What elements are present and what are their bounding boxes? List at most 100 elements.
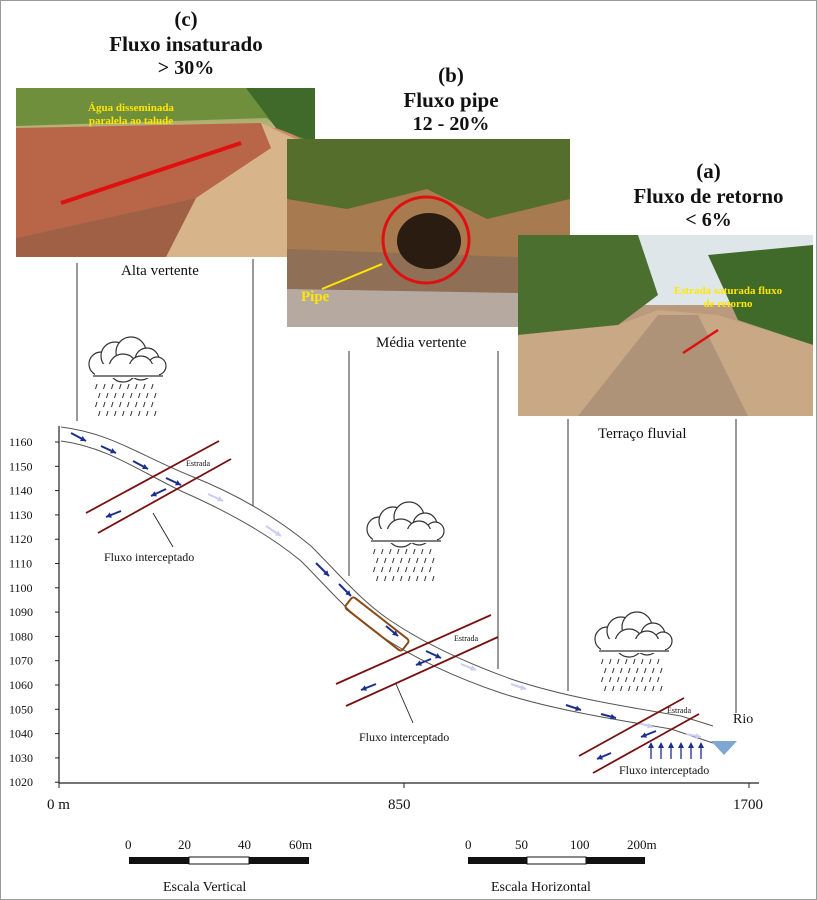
y-tick-label: 1100 (9, 581, 33, 595)
intercept-label: Fluxo interceptado (619, 763, 709, 777)
flow-arrow (565, 704, 582, 712)
horizontal-scale-label: Escala Horizontal (491, 880, 591, 895)
river-marker (711, 741, 737, 755)
scale-segment (249, 857, 309, 864)
scale-tick-label: 0 (125, 837, 132, 852)
y-tick-label: 1050 (9, 702, 33, 716)
scale-tick-label: 50 (515, 837, 528, 852)
scale-segment (188, 856, 250, 865)
y-tick-label: 1160 (9, 435, 33, 449)
photo-region (16, 88, 315, 148)
photo-unsaturated-flow: Água disseminada paralela ao talude (16, 88, 315, 257)
scale-segment (468, 857, 527, 864)
y-tick-label: 1090 (9, 605, 33, 619)
road-cut-middle: Estrada (335, 614, 499, 707)
flow-arrow (165, 477, 182, 486)
flow-arrow (637, 722, 654, 729)
intercept-pointer (395, 683, 414, 724)
annotation-arrow (682, 328, 719, 355)
rain-cloud-icon (594, 611, 673, 692)
road-cut-photo-illustration (16, 88, 315, 257)
photo-region (578, 315, 748, 416)
flow-arrow (510, 683, 527, 691)
road-label: Estrada (454, 634, 478, 643)
zone-c-tag: (c) (174, 7, 198, 31)
scale-tick-label: 200m (627, 837, 657, 852)
flow-arrow (596, 752, 612, 760)
annotation-circle (381, 195, 471, 285)
zone-c-title: Fluxo insaturado (109, 32, 263, 56)
upward-flow-arrow (698, 742, 704, 759)
river-label: Rio (733, 712, 753, 727)
scale-tick-label: 40 (238, 837, 251, 852)
scale-tick-label: 0 (465, 837, 472, 852)
upward-flow-arrow (688, 742, 694, 759)
zone-a-percent: < 6% (685, 209, 732, 231)
location-label-middle: Média vertente (376, 335, 467, 351)
y-tick-label: 1020 (9, 775, 33, 789)
zone-b-percent: 12 - 20% (412, 113, 490, 135)
flow-arrow (640, 730, 657, 738)
zone-b-header: (b) Fluxo pipe 12 - 20% (341, 63, 561, 136)
location-label-lower: Terraço fluvial (598, 426, 687, 442)
pipe-caption: Pipe (301, 289, 330, 305)
intercept-label: Fluxo interceptado (104, 550, 194, 564)
location-label-upper: Alta vertente (121, 263, 199, 279)
zone-b-title: Fluxo pipe (403, 88, 499, 112)
flow-arrow (360, 683, 377, 691)
photo-return-flow: Estrada saturada fluxo de retorno (518, 235, 813, 416)
flow-arrow (100, 445, 117, 454)
photo-region (166, 123, 315, 257)
scale-segment (526, 856, 587, 865)
upward-flow-arrow (668, 742, 674, 759)
photo-region (287, 289, 570, 327)
x-tick-label: 850 (388, 797, 411, 813)
photo-region (708, 245, 813, 345)
slope-surface-line (60, 426, 714, 727)
flow-arrow (460, 663, 477, 671)
zone-a-title: Fluxo de retorno (633, 184, 784, 208)
photo-region (518, 235, 658, 335)
photo-caption: Estrada saturada fluxo de retorno (673, 285, 783, 310)
y-tick-label: 1080 (9, 629, 33, 643)
flow-arrow (415, 658, 432, 666)
zone-b-tag: (b) (438, 63, 464, 87)
horizontal-scale-bar: 0 50 100 200m Escala Horizontal (465, 837, 657, 895)
photo-pipe-flow: Pipe (287, 139, 570, 327)
pipe-photo-illustration (287, 139, 570, 327)
road-label: Estrada (186, 459, 210, 468)
y-tick-label: 1130 (9, 508, 33, 522)
annotation-arrow (60, 141, 242, 205)
intercept-pointer (152, 512, 174, 548)
y-tick-label: 1070 (9, 654, 33, 668)
y-tick-label: 1120 (9, 532, 33, 546)
photo-region (16, 198, 196, 257)
flow-arrow (70, 432, 87, 442)
zone-a-header: (a) Fluxo de retorno < 6% (601, 159, 816, 232)
y-tick-label: 1150 (9, 459, 33, 473)
photo-caption: Água disseminada paralela ao talude (88, 102, 174, 127)
y-tick-label: 1110 (9, 557, 32, 571)
y-tick-label: 1030 (9, 751, 33, 765)
y-tick-label: 1040 (9, 727, 33, 741)
road-line (578, 697, 685, 757)
intercept-label: Fluxo interceptado (359, 730, 449, 744)
scale-segment (586, 857, 645, 864)
flow-arrow (338, 583, 352, 597)
scale-tick-label: 20 (178, 837, 191, 852)
flow-arrow (425, 650, 442, 659)
zone-c-header: (c) Fluxo insaturado > 30% (61, 7, 311, 80)
flow-arrow (385, 625, 399, 637)
flow-arrow (265, 525, 282, 537)
zone-c-percent: > 30% (157, 57, 215, 79)
scale-tick-label: 60m (289, 837, 312, 852)
scale-segment (129, 857, 189, 864)
flow-arrow (207, 493, 224, 502)
flow-arrow (685, 733, 702, 739)
annotation-arrow (321, 263, 383, 290)
road-cut-upper: Estrada (85, 440, 232, 534)
road-line (345, 636, 499, 707)
pipe-box (344, 596, 410, 652)
road-line (85, 440, 220, 514)
